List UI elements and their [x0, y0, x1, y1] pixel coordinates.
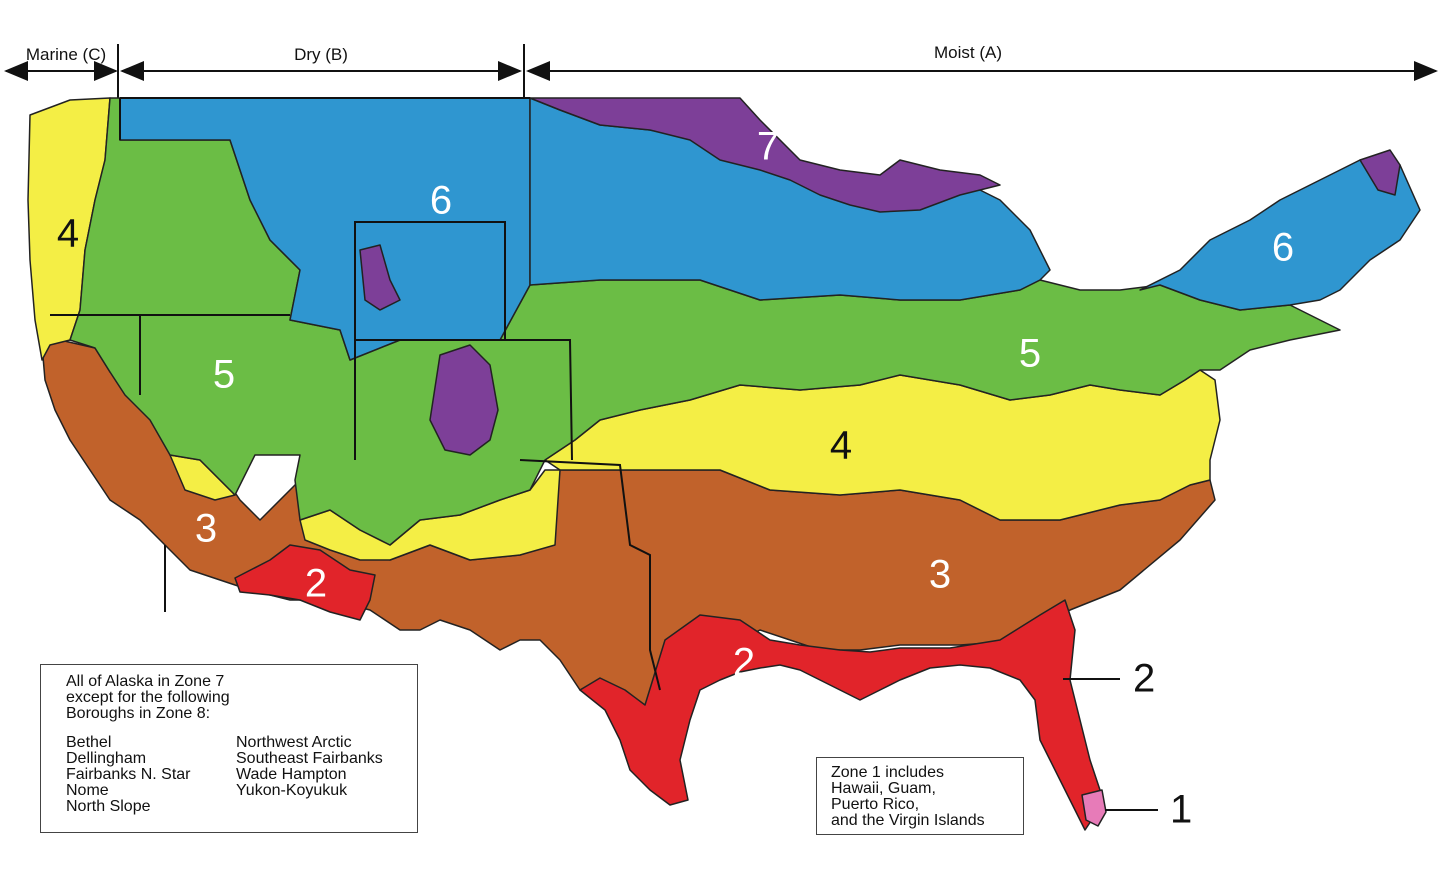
zone-1-note-line: Zone 1 includes [831, 764, 944, 781]
zone-7-colorado-region [429, 344, 499, 456]
borough-name: North Slope [66, 798, 151, 815]
borough-name: Yukon-Koyukuk [236, 782, 348, 799]
borough-name: Dellingham [66, 750, 147, 767]
alaska-note-heading-line: except for the following [66, 689, 230, 706]
alaska-note-heading: All of Alaska in Zone 7 except for the f… [66, 674, 396, 722]
zone-7-region [529, 97, 1001, 213]
zone-1-note-line: and the Virgin Islands [831, 812, 985, 829]
borough-name: Wade Hampton [236, 766, 347, 783]
zone-2-arizona-region [234, 544, 376, 621]
marine-regime-label: Marine (C) [26, 45, 106, 64]
callouts: 2 1 [1063, 657, 1192, 832]
zone-1-note-line: Puerto Rico, [831, 796, 920, 813]
zone-6-west-label: 6 [430, 179, 452, 223]
alaska-boroughs-column-1: Bethel Dellingham Fairbanks N. Star Nome… [66, 735, 190, 815]
zone-1-callout-label: 1 [1170, 788, 1192, 832]
zone-7-maine-region [1359, 149, 1401, 196]
alaska-note-box: All of Alaska in Zone 7 except for the f… [40, 664, 418, 833]
dry-regime-label: Dry (B) [294, 45, 348, 64]
zone-3-west-label: 3 [195, 507, 217, 551]
moist-regime-label: Moist (A) [934, 43, 1002, 62]
state-borders [50, 97, 661, 691]
zone-7-wyoming-region [359, 244, 401, 311]
moisture-regime-arrows: Marine (C) Dry (B) Moist (A) [4, 43, 1438, 100]
zone-1-region [1081, 789, 1107, 827]
zone-1-note-line: Hawaii, Guam, [831, 780, 936, 797]
borough-name: Northwest Arctic [236, 734, 352, 751]
zone-1-note-box: Zone 1 includes Hawaii, Guam, Puerto Ric… [816, 757, 1024, 835]
borough-name: Nome [66, 782, 109, 799]
borough-name: Southeast Fairbanks [236, 750, 383, 767]
alaska-note-heading-line: Boroughs in Zone 8: [66, 705, 211, 722]
zone-2-gulf-region [579, 599, 1101, 831]
zone-6-east-label: 6 [1272, 226, 1294, 270]
zone-3-east-label: 3 [929, 553, 951, 597]
zone-5-west-label: 5 [213, 353, 235, 397]
borough-name: Bethel [66, 734, 112, 751]
zone-4-west-label: 4 [57, 212, 79, 256]
zone-6-west-region [119, 97, 531, 361]
zone-2-gulf-label: 2 [733, 641, 755, 685]
borough-name: Fairbanks N. Star [66, 766, 191, 783]
zone-5-east-label: 5 [1019, 332, 1041, 376]
zone-number-labels: 7 6 6 5 5 4 4 3 3 2 2 [57, 125, 1294, 685]
zone-6-northeast-region [1139, 159, 1421, 311]
alaska-boroughs-column-2: Northwest Arctic Southeast Fairbanks Wad… [236, 735, 383, 799]
alaska-note-heading-line: All of Alaska in Zone 7 [66, 673, 225, 690]
zone-7-label: 7 [757, 125, 779, 169]
zone-6-midwest-region [529, 97, 1051, 301]
zone-2-arizona-label: 2 [305, 562, 327, 606]
zone-2-callout-label: 2 [1133, 657, 1155, 701]
zone-4-central-label: 4 [830, 424, 852, 468]
